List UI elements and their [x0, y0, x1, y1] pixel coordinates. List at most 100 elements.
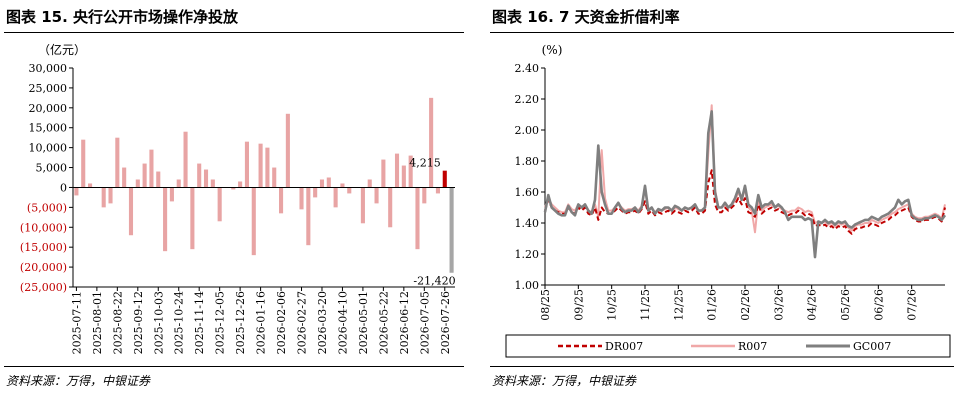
y-tick-label: 25,000: [29, 82, 68, 95]
bar: [429, 97, 434, 188]
x-tick-label: 03/26: [772, 289, 785, 321]
y-tick-label: 20,000: [29, 102, 68, 115]
x-tick-label: 2025-09-12: [132, 291, 145, 354]
bar: [149, 149, 154, 188]
bar: [142, 163, 147, 188]
data-label: -21,420: [413, 275, 455, 288]
right-title-rule: [490, 32, 954, 33]
y-tick-label: 1.00: [515, 279, 540, 292]
bar: [135, 179, 140, 188]
bar: [190, 187, 195, 250]
data-label: 4,215: [409, 157, 441, 170]
bar: [347, 187, 352, 194]
series-line-dr007: [544, 169, 946, 235]
y-tick-label: (5,000): [27, 201, 67, 214]
x-tick-label: 01/26: [706, 289, 719, 321]
bar: [197, 163, 202, 188]
bar: [128, 187, 134, 236]
bar: [299, 187, 304, 210]
y-tick-label: 2.20: [515, 93, 540, 106]
x-tick-label: 09/25: [572, 289, 585, 321]
right-source-note: 资料来源：万得，中银证券: [492, 374, 637, 388]
bar: [449, 187, 454, 273]
left-source-rule: [4, 366, 464, 367]
x-tick-label: 2025-08-22: [111, 291, 124, 354]
x-tick-label: 2025-12-26: [234, 291, 247, 354]
x-tick-label: 2026-06-12: [398, 291, 411, 354]
bar: [183, 131, 188, 188]
bar: [272, 167, 277, 188]
bar: [435, 187, 440, 194]
legend-label: R007: [738, 340, 767, 353]
bar: [422, 187, 427, 204]
bar: [319, 179, 325, 188]
x-tick-label: 07/26: [906, 289, 919, 321]
x-tick-label: 2025-12-05: [214, 291, 227, 354]
bar: [279, 187, 284, 214]
x-tick-label: 2026-02-06: [275, 291, 288, 354]
y-tick-label: 2.00: [515, 124, 540, 137]
series-line-r007: [544, 104, 946, 234]
bar: [394, 153, 400, 188]
bar: [74, 187, 79, 196]
bar: [238, 181, 243, 188]
y-tick-label: 1.40: [515, 217, 540, 230]
y-axis-unit-label: (%): [542, 43, 563, 57]
seven-day-rate-chart: (%) 1.00 1.20 1.40 1.60 1.80 2.00 2.20 2.40 08/25…: [505, 43, 951, 358]
y-tick-label: 0: [60, 181, 67, 194]
bar: [88, 183, 93, 188]
x-tick-label: 04/26: [806, 289, 819, 321]
bar: [210, 179, 215, 188]
bar: [388, 187, 393, 228]
bar: [156, 171, 161, 188]
bar: [333, 187, 338, 208]
x-tick-label: 2026-03-20: [316, 291, 329, 354]
x-tick-label: 12/25: [672, 289, 685, 321]
bar: [306, 187, 311, 246]
x-tick-label: 2025-10-03: [152, 291, 165, 354]
x-tick-label: 2026-07-26: [439, 291, 452, 354]
y-tick-label: 15,000: [29, 122, 68, 135]
x-tick-label: 06/26: [872, 289, 885, 321]
x-tick-label: 08/25: [539, 289, 552, 321]
y-tick-label: 1.20: [515, 248, 540, 261]
bar: [108, 187, 113, 204]
bar: [217, 187, 222, 222]
x-tick-label: 10/25: [606, 289, 619, 321]
bar: [367, 179, 372, 188]
bar: [251, 187, 256, 256]
bar: [115, 137, 120, 188]
x-tick-label: 2026-07-05: [418, 291, 431, 354]
x-tick-label: 2026-02-27: [296, 291, 309, 354]
right-panel: 图表 16. 7 天资金折借利率 (%) 1.00 1.20 1.40 1.60 1.80…: [486, 0, 960, 411]
series-line-gc007: [543, 110, 947, 259]
x-tick-label: 02/26: [739, 289, 752, 321]
legend-label: GC007: [853, 340, 891, 353]
bar: [340, 183, 345, 188]
bar: [176, 179, 181, 188]
bar: [265, 147, 270, 188]
bar: [244, 141, 249, 188]
y-tick-label: 10,000: [29, 142, 68, 155]
bar: [163, 187, 168, 252]
bar: [381, 159, 386, 188]
bar: [408, 155, 413, 188]
bar: [360, 187, 365, 224]
x-tick-label: 2026-05-22: [377, 291, 390, 354]
x-tick-label: 11/25: [639, 289, 652, 321]
x-tick-label: 2025-10-24: [173, 291, 186, 354]
x-tick-label: 2026-05-01: [357, 291, 370, 354]
y-tick-label: (15,000): [20, 241, 67, 254]
y-tick-label: 2.40: [515, 62, 540, 75]
left-panel: 图表 15. 央行公开市场操作净投放 （亿元） 30,000 25,000 20,00…: [0, 0, 470, 411]
y-tick-label: (20,000): [20, 261, 67, 274]
right-chart-title: 图表 16. 7 天资金折借利率: [492, 8, 680, 26]
legend-box: [505, 334, 951, 358]
bar: [313, 187, 318, 198]
x-tick-label: 2026-04-10: [336, 291, 349, 354]
left-chart-title: 图表 15. 央行公开市场操作净投放: [6, 8, 239, 26]
bar: [122, 167, 127, 188]
y-tick-label: (10,000): [20, 221, 67, 234]
bar: [258, 143, 263, 188]
x-tick-label: 2025-08-01: [91, 291, 104, 354]
